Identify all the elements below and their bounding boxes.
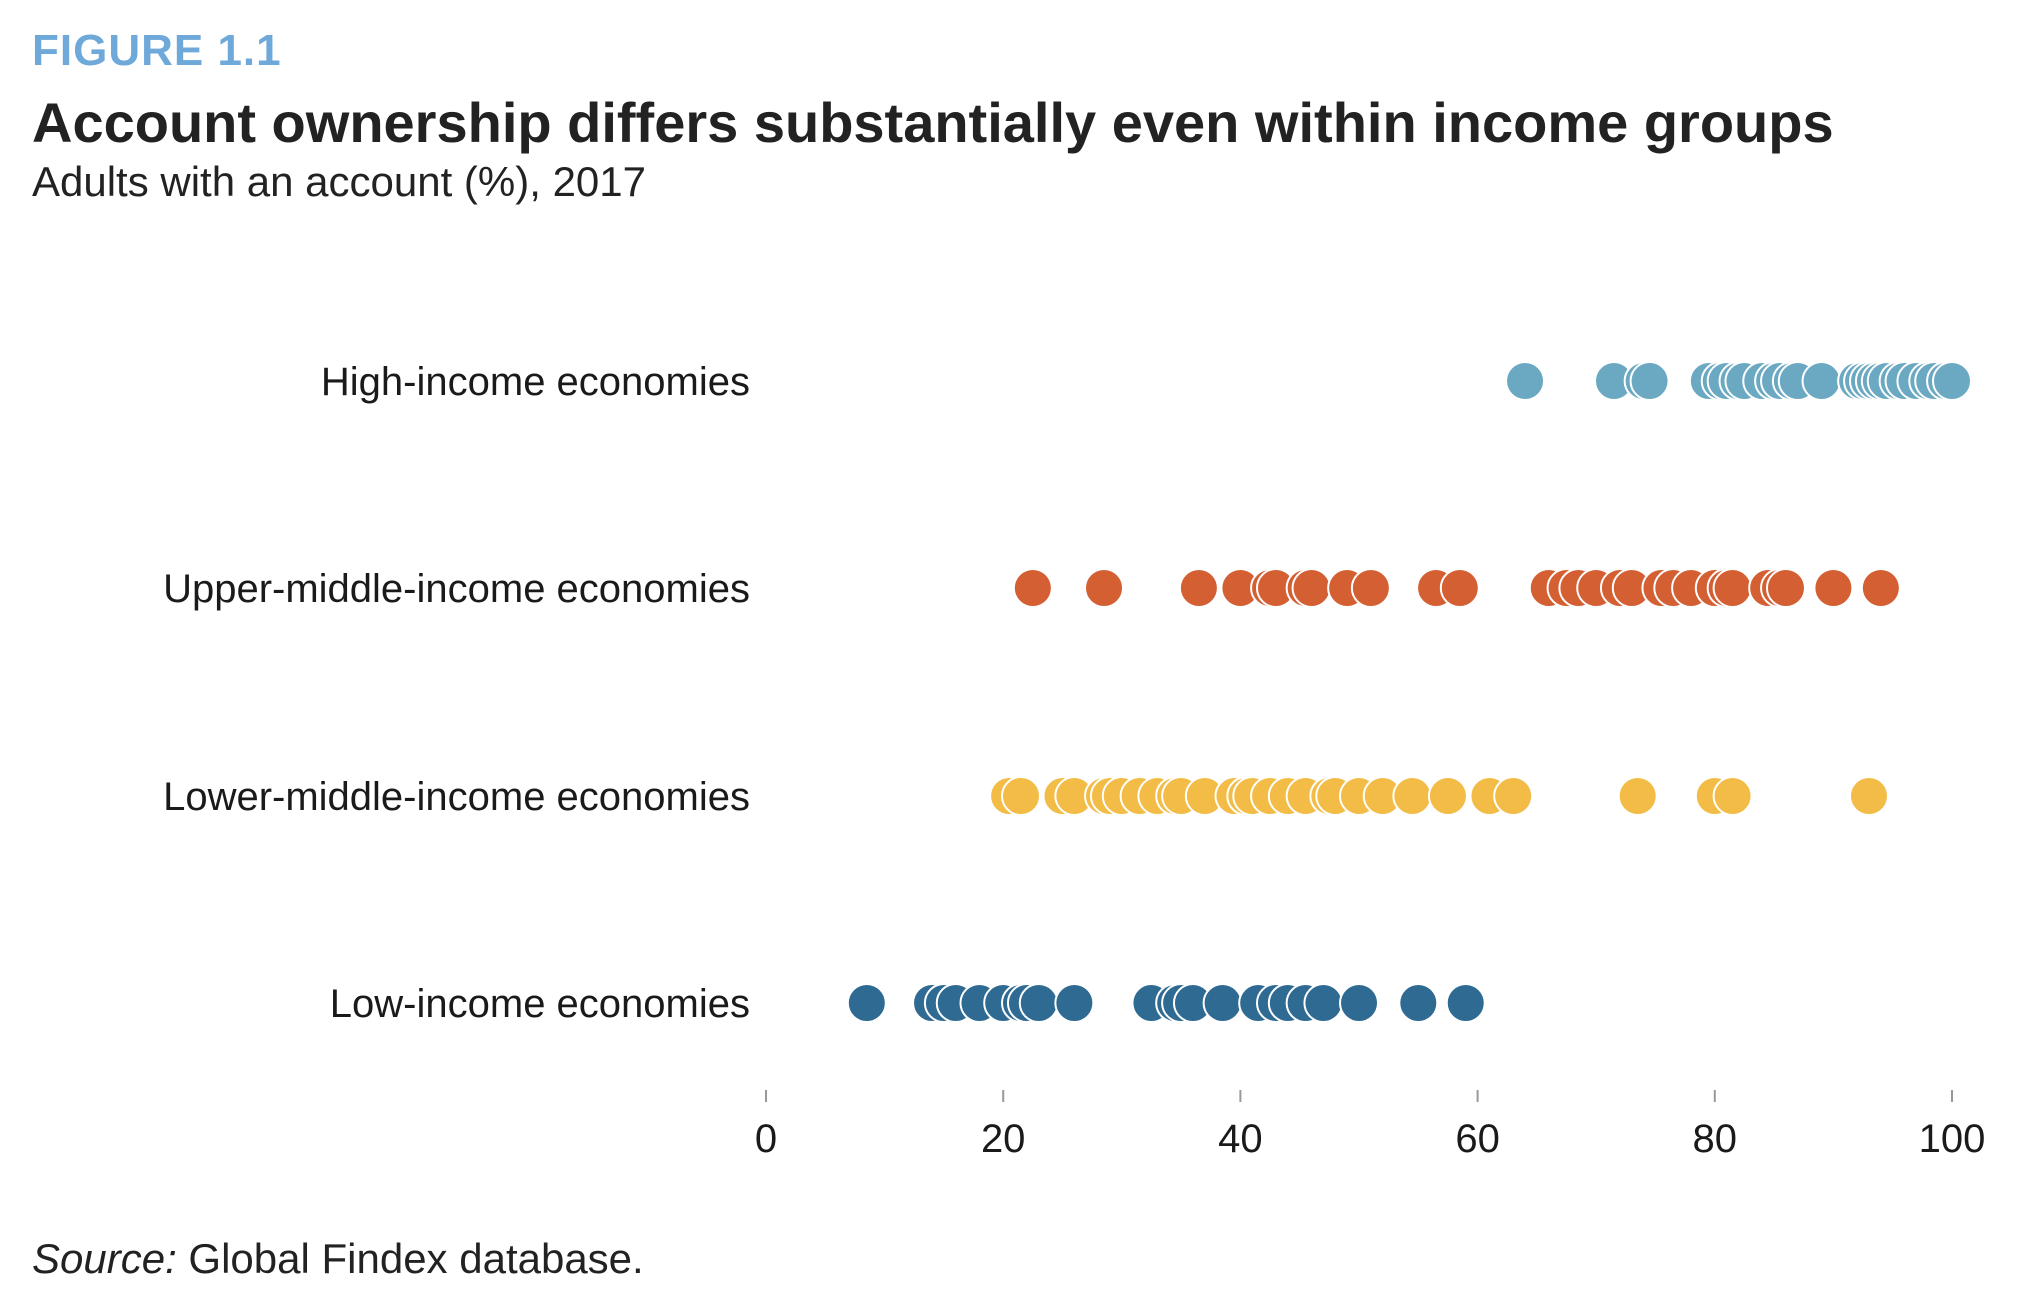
- dot-high-income-economies-27: [1932, 361, 1972, 401]
- dot-lower-middle-income-economies-22: [1392, 776, 1433, 816]
- x-tick-label-60: 60: [1455, 1117, 1500, 1161]
- x-tick-label-0: 0: [755, 1117, 777, 1161]
- figure-subtitle: Adults with an account (%), 2017: [32, 158, 647, 205]
- category-label-upper-middle-income-economies: Upper-middle-income economies: [163, 567, 750, 611]
- dot-low-income-economies-22: [1445, 983, 1486, 1023]
- dot-upper-middle-income-economies-2: [1178, 568, 1219, 608]
- dot-lower-middle-income-economies-26: [1617, 776, 1658, 816]
- data-points: [846, 361, 1972, 1023]
- figure-title: Account ownership differs substantially …: [32, 91, 1834, 154]
- x-tick-label-80: 80: [1693, 1117, 1738, 1161]
- dot-upper-middle-income-economies-9: [1350, 568, 1391, 608]
- source-prefix: Source:: [32, 1235, 177, 1282]
- dot-upper-middle-income-economies-28: [1860, 568, 1901, 608]
- source-note: Source: Global Findex database.: [32, 1235, 644, 1283]
- dot-upper-middle-income-economies-1: [1084, 568, 1125, 608]
- x-tick-label-20: 20: [981, 1117, 1026, 1161]
- category-label-high-income-economies: High-income economies: [321, 360, 750, 404]
- dot-high-income-economies-3: [1629, 361, 1670, 401]
- dot-low-income-economies-19: [1303, 983, 1344, 1023]
- dot-high-income-economies-0: [1505, 361, 1546, 401]
- dot-high-income-economies-14: [1801, 361, 1842, 401]
- dot-upper-middle-income-economies-23: [1712, 568, 1753, 608]
- dot-upper-middle-income-economies-11: [1439, 568, 1480, 608]
- dot-lower-middle-income-economies-1: [1000, 776, 1041, 816]
- dot-upper-middle-income-economies-7: [1291, 568, 1332, 608]
- x-tick-label-100: 100: [1919, 1117, 1986, 1161]
- dot-lower-middle-income-economies-25: [1493, 776, 1534, 816]
- dot-lower-middle-income-economies-28: [1712, 776, 1753, 816]
- dot-upper-middle-income-economies-27: [1813, 568, 1854, 608]
- dot-low-income-economies-9: [1054, 983, 1095, 1023]
- dot-upper-middle-income-economies-26: [1765, 568, 1806, 608]
- source-text: Global Findex database.: [176, 1235, 644, 1282]
- category-labels: High-income economies Upper-middle-income…: [163, 360, 750, 1026]
- category-label-lower-middle-income-economies: Lower-middle-income economies: [163, 775, 750, 819]
- x-tick-label-40: 40: [1218, 1117, 1263, 1161]
- dot-low-income-economies-8: [1018, 983, 1059, 1023]
- dot-low-income-economies-20: [1339, 983, 1379, 1023]
- dot-lower-middle-income-economies-29: [1848, 776, 1889, 816]
- dot-low-income-economies-14: [1202, 983, 1243, 1023]
- figure-label: FIGURE 1.1: [32, 26, 282, 75]
- dot-lower-middle-income-economies-23: [1427, 776, 1468, 816]
- category-label-low-income-economies: Low-income economies: [330, 982, 750, 1026]
- dot-upper-middle-income-economies-0: [1012, 568, 1053, 608]
- dot-low-income-economies-0: [846, 983, 887, 1023]
- x-axis: 0 20 40 60 80 100: [755, 1090, 1986, 1161]
- dot-low-income-economies-21: [1398, 983, 1439, 1023]
